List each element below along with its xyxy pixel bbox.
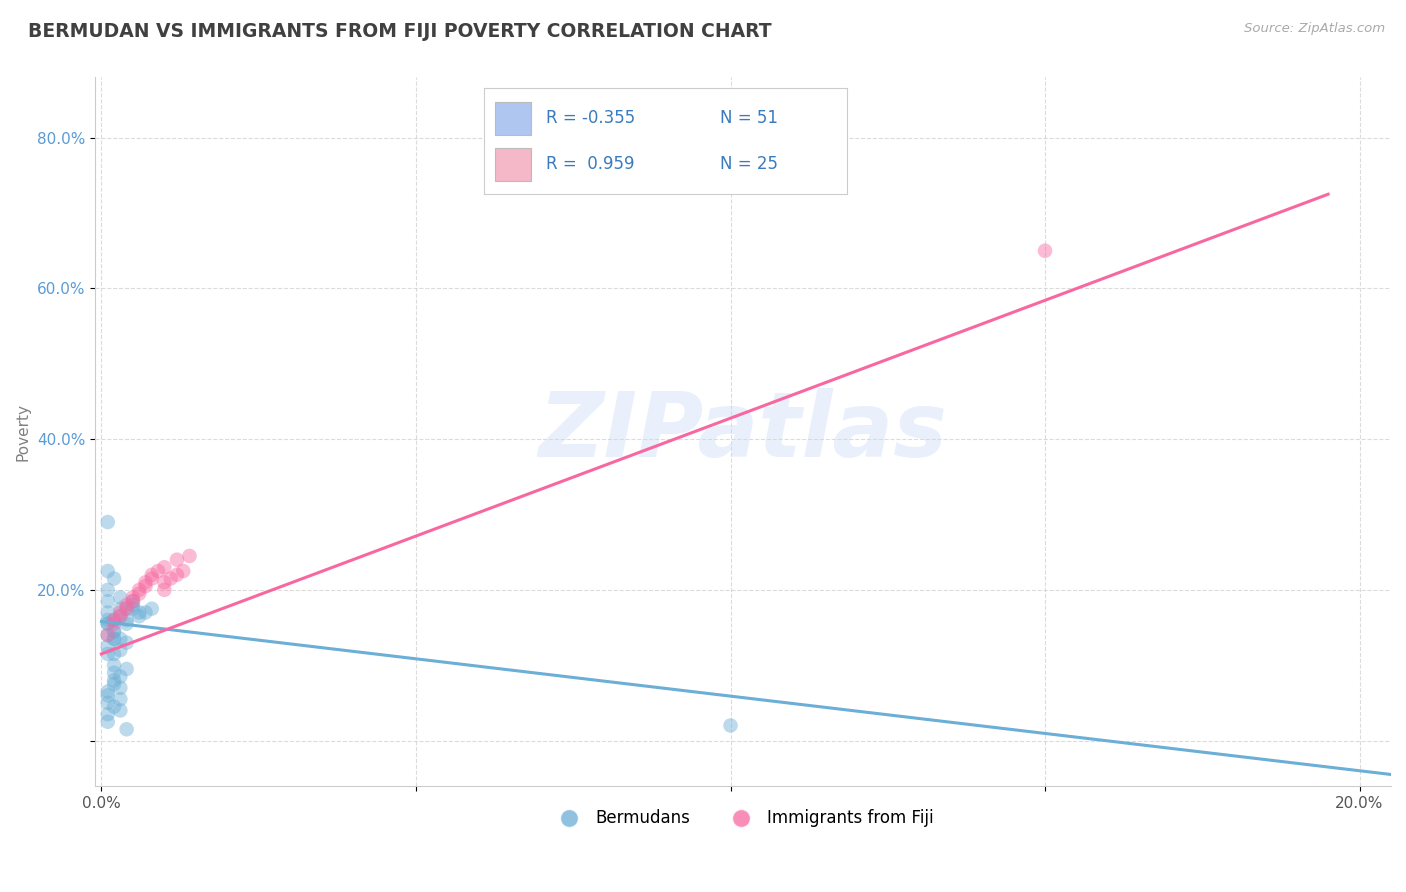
Point <box>103 632 125 646</box>
Point <box>103 613 125 627</box>
Point <box>97 628 120 642</box>
Point <box>128 582 150 597</box>
Text: ZIPatlas: ZIPatlas <box>538 388 948 475</box>
Point <box>110 606 132 620</box>
Point <box>141 567 163 582</box>
Point <box>166 567 188 582</box>
Point <box>141 601 163 615</box>
Point <box>115 601 138 615</box>
Point <box>103 572 125 586</box>
Point <box>103 699 125 714</box>
Point <box>103 665 125 680</box>
Point <box>720 718 742 732</box>
Point <box>128 606 150 620</box>
Point <box>97 684 120 698</box>
Point <box>97 564 120 578</box>
Point <box>103 647 125 661</box>
Point <box>153 582 176 597</box>
Point <box>159 572 181 586</box>
Point <box>97 613 120 627</box>
Point <box>172 564 194 578</box>
Point <box>166 552 188 566</box>
Y-axis label: Poverty: Poverty <box>15 402 30 460</box>
Point <box>97 696 120 710</box>
Point <box>110 643 132 657</box>
Point <box>115 662 138 676</box>
Point <box>110 609 132 624</box>
Point <box>153 560 176 574</box>
Point <box>141 572 163 586</box>
Point <box>122 598 145 612</box>
Point <box>103 673 125 688</box>
Point <box>110 681 132 695</box>
Point <box>97 515 120 529</box>
Point <box>153 575 176 590</box>
Point <box>115 616 138 631</box>
Point <box>115 635 138 649</box>
Point <box>103 613 125 627</box>
Point <box>97 714 120 729</box>
Point <box>1033 244 1056 258</box>
Point <box>103 624 125 639</box>
Point <box>97 707 120 722</box>
Point <box>97 640 120 654</box>
Point <box>179 549 201 563</box>
Point <box>115 598 138 612</box>
Point <box>97 594 120 608</box>
Text: Source: ZipAtlas.com: Source: ZipAtlas.com <box>1244 22 1385 36</box>
Point <box>97 616 120 631</box>
Point <box>110 591 132 605</box>
Point <box>103 616 125 631</box>
Point <box>97 689 120 703</box>
Point <box>146 564 169 578</box>
Point <box>115 601 138 615</box>
Point <box>103 624 125 639</box>
Point <box>97 647 120 661</box>
Point <box>128 609 150 624</box>
Text: BERMUDAN VS IMMIGRANTS FROM FIJI POVERTY CORRELATION CHART: BERMUDAN VS IMMIGRANTS FROM FIJI POVERTY… <box>28 22 772 41</box>
Point <box>134 579 156 593</box>
Point <box>103 658 125 673</box>
Point <box>115 723 138 737</box>
Point <box>97 582 120 597</box>
Point <box>110 669 132 683</box>
Point <box>97 616 120 631</box>
Point <box>122 601 145 615</box>
Point <box>122 591 145 605</box>
Point <box>110 703 132 717</box>
Point <box>110 609 132 624</box>
Point <box>134 606 156 620</box>
Point <box>110 601 132 615</box>
Point <box>103 632 125 646</box>
Point <box>122 594 145 608</box>
Point <box>110 632 132 646</box>
Point <box>128 587 150 601</box>
Point <box>110 692 132 706</box>
Point <box>122 594 145 608</box>
Point <box>115 613 138 627</box>
Point <box>103 677 125 691</box>
Point <box>134 575 156 590</box>
Point <box>97 628 120 642</box>
Legend: Bermudans, Immigrants from Fiji: Bermudans, Immigrants from Fiji <box>546 803 941 834</box>
Point <box>97 606 120 620</box>
